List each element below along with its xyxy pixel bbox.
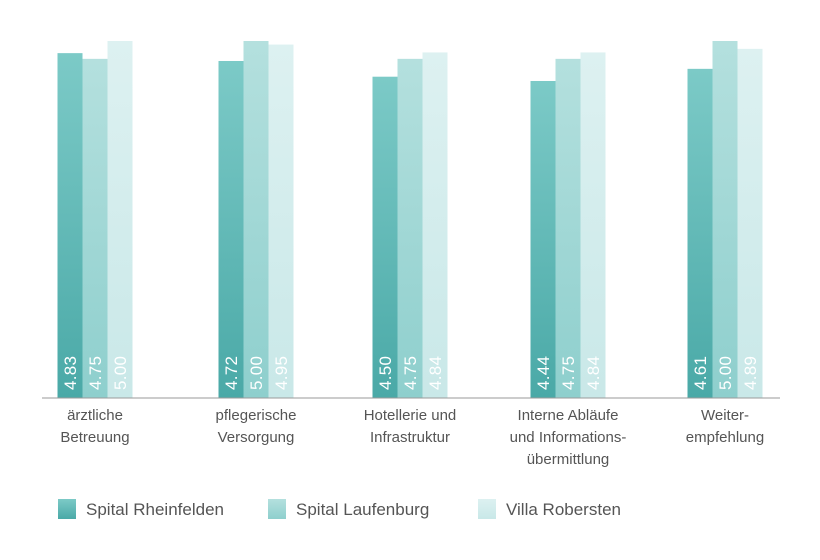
- bar-spital-rheinfelden-2: [218, 60, 244, 398]
- bar-spital-laufenburg-4: [555, 58, 581, 398]
- value-label: 4.84: [426, 356, 445, 390]
- bar-spital-rheinfelden-3: [372, 76, 398, 398]
- legend-swatch: [478, 499, 496, 519]
- bar-spital-laufenburg-2: [243, 41, 269, 398]
- value-label: 4.50: [376, 356, 395, 390]
- value-label: 5.00: [247, 356, 266, 390]
- bar-villa-robersten-3: [422, 52, 448, 398]
- category-labels-group: ärztliche Betreuung pflegerische Versorgung…: [60, 407, 764, 468]
- bar-spital-rheinfelden-1: [57, 53, 83, 398]
- bar-spital-rheinfelden-4: [530, 80, 556, 398]
- bar-villa-robersten-2: [268, 44, 294, 398]
- bars-group: [57, 41, 763, 398]
- category-label: pflegerische Versorgung: [216, 407, 297, 446]
- legend: Spital Rheinfelden Spital Laufenburg Villa…: [58, 499, 621, 519]
- legend-item-spital-rheinfelden: Spital Rheinfelden: [58, 499, 224, 519]
- bar-villa-robersten-5: [737, 48, 763, 398]
- value-label: 5.00: [111, 356, 130, 390]
- bar-villa-robersten-4: [580, 52, 606, 398]
- value-labels-group: 4.83 4.75 5.00 4.72 5.00 4.95 4.50 4.75 4.84 4.44…: [61, 356, 760, 390]
- bar-spital-rheinfelden-5: [687, 68, 713, 398]
- bar-villa-robersten-1: [107, 41, 133, 398]
- category-label: ärztliche Betreuung: [60, 407, 129, 446]
- value-label: 4.89: [741, 356, 760, 390]
- legend-item-spital-laufenburg: Spital Laufenburg: [268, 499, 429, 519]
- bar-spital-laufenburg-1: [82, 58, 108, 398]
- legend-label: Spital Laufenburg: [296, 500, 429, 519]
- value-label: 4.61: [691, 356, 710, 390]
- category-label: Hotellerie und Infrastruktur: [364, 407, 457, 446]
- legend-swatch: [58, 499, 76, 519]
- legend-item-villa-robersten: Villa Robersten: [478, 499, 621, 519]
- value-label: 4.72: [222, 356, 241, 390]
- category-label: Weiter-empfehlung: [686, 407, 764, 446]
- bar-spital-laufenburg-3: [397, 58, 423, 398]
- value-label: 4.75: [559, 356, 578, 390]
- value-label: 4.95: [272, 356, 291, 390]
- value-label: 4.83: [61, 356, 80, 390]
- category-label: Interne Abläufe und Informations-übermitt…: [510, 407, 627, 468]
- bar-spital-laufenburg-5: [712, 41, 738, 398]
- value-label: 4.84: [584, 356, 603, 390]
- legend-swatch: [268, 499, 286, 519]
- legend-label: Villa Robersten: [506, 500, 621, 519]
- value-label: 5.00: [716, 356, 735, 390]
- value-label: 4.75: [86, 356, 105, 390]
- value-label: 4.75: [401, 356, 420, 390]
- value-label: 4.44: [534, 356, 553, 390]
- legend-label: Spital Rheinfelden: [86, 500, 224, 519]
